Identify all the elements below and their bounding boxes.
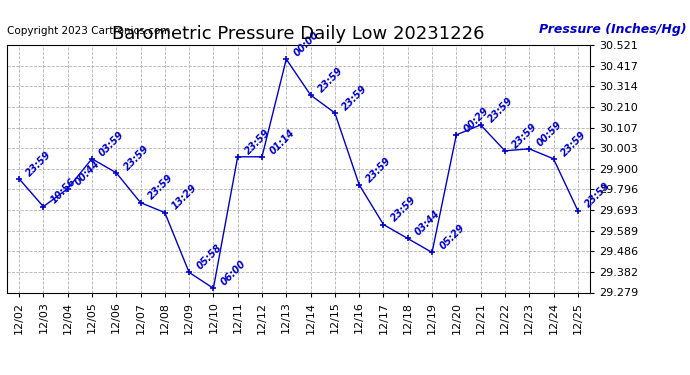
Text: 00:00: 00:00 <box>292 30 321 58</box>
Text: 03:59: 03:59 <box>97 129 126 158</box>
Text: 10:56: 10:56 <box>49 177 78 206</box>
Text: Pressure (Inches/Hg): Pressure (Inches/Hg) <box>539 22 687 36</box>
Text: 00:59: 00:59 <box>535 119 564 148</box>
Text: 23:59: 23:59 <box>389 195 418 224</box>
Text: 05:58: 05:58 <box>195 243 224 272</box>
Text: 13:29: 13:29 <box>170 183 199 212</box>
Text: 01:14: 01:14 <box>268 127 297 156</box>
Text: 23:59: 23:59 <box>316 65 345 94</box>
Text: 23:59: 23:59 <box>559 129 588 158</box>
Text: 23:59: 23:59 <box>365 155 393 184</box>
Text: 03:44: 03:44 <box>413 209 442 238</box>
Text: Copyright 2023 Cartronics.com: Copyright 2023 Cartronics.com <box>7 26 170 36</box>
Text: 23:59: 23:59 <box>511 121 540 150</box>
Text: 23:59: 23:59 <box>340 83 369 112</box>
Text: 23:59: 23:59 <box>121 143 150 172</box>
Text: 23:59: 23:59 <box>583 181 612 210</box>
Text: 23:59: 23:59 <box>146 173 175 202</box>
Text: 00:29: 00:29 <box>462 105 491 134</box>
Text: 06:00: 06:00 <box>219 259 248 288</box>
Text: 23:59: 23:59 <box>25 149 54 178</box>
Text: 00:44: 00:44 <box>73 159 102 188</box>
Text: 23:59: 23:59 <box>486 95 515 124</box>
Title: Barometric Pressure Daily Low 20231226: Barometric Pressure Daily Low 20231226 <box>112 26 484 44</box>
Text: 05:29: 05:29 <box>437 223 466 252</box>
Text: 23:59: 23:59 <box>244 127 272 156</box>
